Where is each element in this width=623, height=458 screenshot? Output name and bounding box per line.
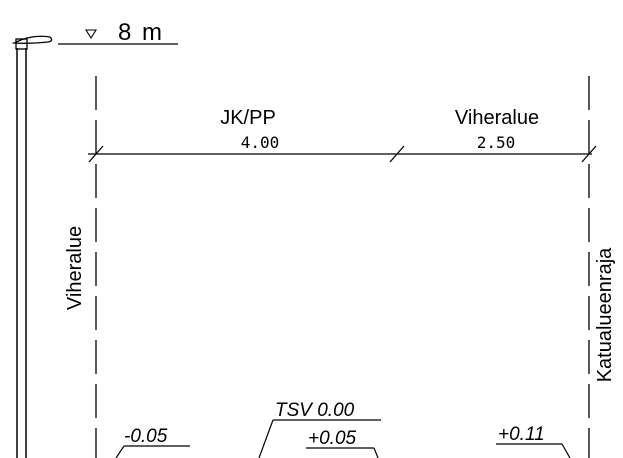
side-label-right: Katualueenraja — [594, 247, 616, 382]
street-lamp-icon — [11, 35, 53, 458]
dimension-tick-right — [581, 145, 597, 163]
dimension-tick-mid — [389, 145, 405, 163]
lamp-height-label: 8 m — [118, 19, 164, 46]
elevation-label-right: +0.11 — [498, 424, 545, 445]
elevation-marker-left: -0.05 — [115, 426, 190, 458]
elevation-label-center: +0.05 — [308, 428, 357, 449]
elevation-label-tsv: TSV 0.00 — [275, 400, 355, 421]
zone-label-viheralue: Viheralue — [455, 107, 539, 129]
elevation-marker-tsv: TSV 0.00 — [258, 400, 381, 458]
elevation-leader-right — [561, 443, 571, 458]
lamp-head — [11, 35, 53, 44]
elevation-marker-center: +0.05 — [306, 428, 379, 458]
elevation-label-left: -0.05 — [124, 426, 168, 447]
dimension-tick-left — [88, 145, 104, 163]
level-triangle-icon — [85, 29, 97, 40]
zone-width-viheralue: 2.50 — [477, 133, 516, 152]
side-label-left: Viheralue — [64, 226, 86, 310]
lamp-fixture — [15, 38, 28, 50]
elevation-marker-right: +0.11 — [496, 424, 571, 458]
elevation-leader-left — [115, 445, 125, 458]
elevation-leader-tsv — [258, 419, 274, 458]
zone-label-jkpp: JK/PP — [220, 107, 276, 129]
zone-width-jkpp: 4.00 — [241, 133, 280, 152]
elevation-leader-center — [373, 447, 379, 458]
